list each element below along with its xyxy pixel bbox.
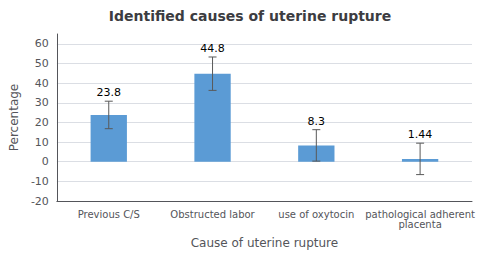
svg-text:placenta: placenta xyxy=(398,219,441,230)
svg-text:Percentage: Percentage xyxy=(7,84,21,152)
svg-text:Obstructed labor: Obstructed labor xyxy=(170,209,255,220)
svg-text:60: 60 xyxy=(35,37,49,50)
svg-text:23.8: 23.8 xyxy=(97,86,122,99)
svg-text:40: 40 xyxy=(35,77,49,90)
svg-text:-20: -20 xyxy=(31,195,49,208)
svg-text:use of oxytocin: use of oxytocin xyxy=(278,209,354,220)
svg-text:50: 50 xyxy=(35,57,49,70)
svg-text:Previous C/S: Previous C/S xyxy=(78,209,140,220)
svg-text:Cause of uterine rupture: Cause of uterine rupture xyxy=(191,236,338,250)
svg-text:-10: -10 xyxy=(31,175,49,188)
svg-text:1.44: 1.44 xyxy=(408,128,433,141)
svg-text:8.3: 8.3 xyxy=(308,115,326,128)
svg-text:Identified causes of uterine r: Identified causes of uterine rupture xyxy=(109,8,391,24)
svg-text:pathological adherent: pathological adherent xyxy=(365,208,475,220)
svg-text:0: 0 xyxy=(42,155,49,168)
svg-text:30: 30 xyxy=(35,96,49,109)
svg-text:10: 10 xyxy=(35,136,49,149)
svg-text:20: 20 xyxy=(35,116,49,129)
svg-text:44.8: 44.8 xyxy=(200,42,225,55)
